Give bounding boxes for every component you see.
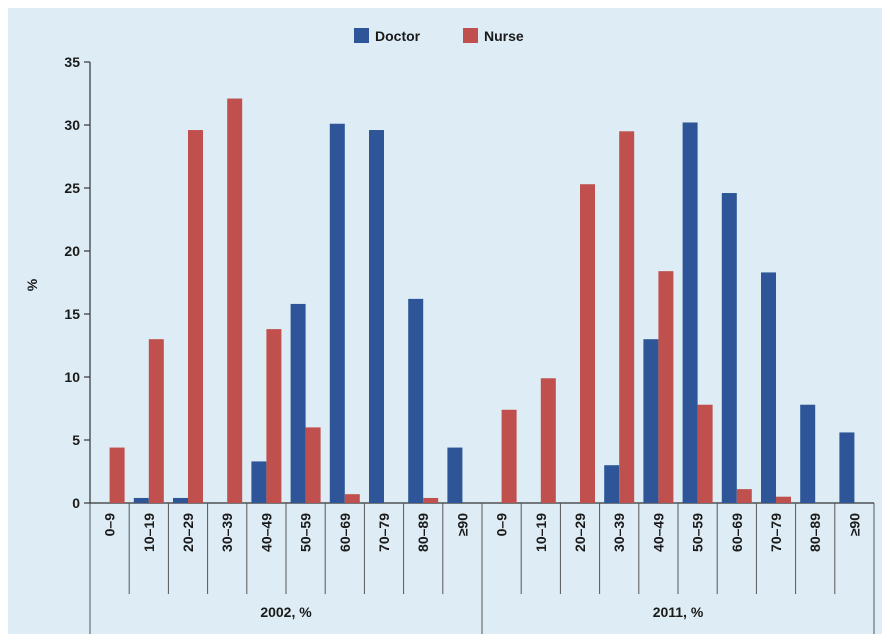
legend-swatch-nurse: [463, 28, 478, 43]
bar-nurse-1-2: [148, 339, 164, 503]
bar-nurse-2-3: [580, 184, 595, 503]
bar-nurse-2-2: [540, 378, 556, 503]
x-category-label: 20–29: [180, 513, 196, 552]
x-category-label: 80–89: [415, 513, 431, 552]
bar-doctor-1-9: [408, 298, 424, 503]
legend-swatch-doctor: [354, 28, 369, 43]
bar-nurse-1-7: [344, 494, 360, 503]
bar-doctor-2-8: [761, 272, 776, 503]
bar-nurse-1-9: [423, 497, 439, 503]
bar-doctor-2-10: [839, 432, 855, 503]
x-category-label: 80–89: [807, 513, 823, 552]
bar-nurse-2-4: [619, 131, 635, 504]
bar-doctor-1-5: [251, 461, 267, 503]
y-tick-label: 20: [64, 243, 80, 259]
legend-label-doctor: Doctor: [375, 28, 421, 44]
y-axis-label: %: [24, 278, 40, 291]
x-category-label: 70–79: [768, 513, 784, 552]
group-label: 2011, %: [653, 604, 704, 620]
bar-nurse-1-6: [305, 427, 321, 503]
y-tick-label: 35: [64, 54, 80, 70]
x-category-label: ≥90: [454, 513, 470, 536]
x-category-label: 40–49: [258, 513, 274, 552]
x-category-label: 10–19: [141, 513, 157, 552]
y-tick-label: 15: [64, 306, 80, 322]
bar-doctor-1-10: [447, 447, 463, 503]
bar-chart: 0 5 10 15 20 25 30 35% 0–9 10–19 20–29 30–39 40–49 50…: [24, 28, 875, 634]
x-category-label: ≥90: [846, 513, 862, 536]
bar-doctor-1-6: [290, 303, 306, 503]
bar-nurse-1-4: [227, 98, 243, 503]
bar-nurse-2-8: [776, 496, 791, 503]
x-category-label: 50–59: [298, 513, 314, 552]
x-category-label: 50–59: [690, 513, 706, 552]
x-category-label: 70–79: [376, 513, 392, 552]
y-tick-label: 25: [64, 180, 80, 196]
bar-nurse-2-6: [697, 404, 713, 503]
x-category-label: 10–19: [533, 513, 549, 552]
bar-nurse-2-7: [736, 489, 752, 503]
bar-nurse-1-1: [109, 447, 125, 503]
bar-doctor-2-9: [800, 404, 816, 503]
y-tick-label: 10: [64, 369, 80, 385]
x-category-label: 30–39: [611, 513, 627, 552]
bar-nurse-1-3: [188, 130, 203, 503]
legend-label-nurse: Nurse: [484, 28, 524, 44]
bar-doctor-1-2: [133, 497, 149, 503]
x-category-label: 20–29: [572, 513, 588, 552]
bar-doctor-2-5: [643, 339, 659, 503]
bar-doctor-2-6: [682, 122, 698, 503]
bar-nurse-2-5: [658, 271, 674, 503]
x-category-label: 60–69: [337, 513, 353, 552]
bar-doctor-1-8: [369, 130, 384, 503]
bar-nurse-2-1: [501, 409, 517, 503]
x-category-label: 60–69: [729, 513, 745, 552]
x-category-label: 40–49: [650, 513, 666, 552]
y-tick-label: 30: [64, 117, 80, 133]
x-category-label: 0–9: [102, 513, 118, 537]
y-tick-label: 5: [72, 432, 80, 448]
chart-area: 0 5 10 15 20 25 30 35% 0–9 10–19 20–29 30–39 40–49 50…: [8, 8, 882, 634]
bar-doctor-2-4: [604, 465, 620, 503]
y-tick-label: 0: [72, 495, 80, 511]
bar-nurse-1-5: [266, 329, 282, 503]
bar-doctor-1-7: [329, 123, 345, 504]
x-category-label: 30–39: [219, 513, 235, 552]
bar-doctor-1-3: [173, 497, 188, 503]
group-label: 2002, %: [260, 604, 312, 620]
x-category-label: 0–9: [494, 513, 510, 537]
bar-doctor-2-7: [721, 193, 737, 504]
